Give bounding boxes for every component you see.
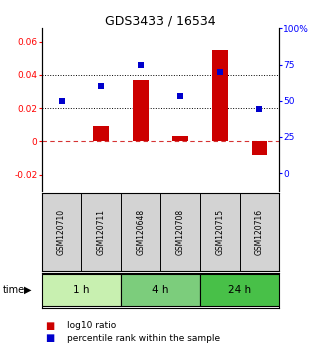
Text: ▶: ▶ xyxy=(24,285,31,295)
Text: time: time xyxy=(3,285,25,295)
Bar xyxy=(212,50,228,141)
Point xyxy=(257,107,262,112)
Text: ■: ■ xyxy=(45,333,54,343)
Bar xyxy=(133,80,149,141)
Text: GSM120710: GSM120710 xyxy=(57,209,66,255)
FancyBboxPatch shape xyxy=(42,274,121,306)
FancyBboxPatch shape xyxy=(121,274,200,306)
Text: 1 h: 1 h xyxy=(73,285,90,295)
Title: GDS3433 / 16534: GDS3433 / 16534 xyxy=(105,14,216,27)
Point xyxy=(59,98,64,103)
Text: GSM120715: GSM120715 xyxy=(215,209,224,255)
Point xyxy=(217,69,222,75)
Text: 4 h: 4 h xyxy=(152,285,169,295)
Text: percentile rank within the sample: percentile rank within the sample xyxy=(67,333,221,343)
Text: 24 h: 24 h xyxy=(228,285,251,295)
Text: GSM120648: GSM120648 xyxy=(136,209,145,255)
Bar xyxy=(252,141,267,155)
Text: GSM120716: GSM120716 xyxy=(255,209,264,255)
Bar xyxy=(172,136,188,141)
FancyBboxPatch shape xyxy=(200,274,279,306)
Point xyxy=(99,84,104,89)
Point xyxy=(138,62,143,67)
Bar xyxy=(93,126,109,141)
Text: log10 ratio: log10 ratio xyxy=(67,321,117,330)
Text: GSM120708: GSM120708 xyxy=(176,209,185,255)
Text: GSM120711: GSM120711 xyxy=(97,209,106,255)
Point xyxy=(178,93,183,99)
Text: ■: ■ xyxy=(45,321,54,331)
